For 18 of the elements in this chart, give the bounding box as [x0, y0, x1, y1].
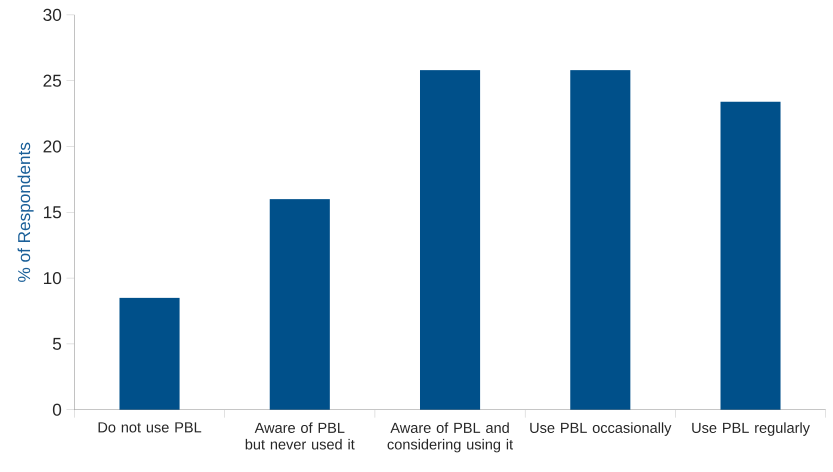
x-tick-label: Use PBL occasionally: [530, 422, 672, 436]
y-axis-title: % of Respondents: [18, 142, 34, 282]
y-tick-label: 30: [43, 8, 62, 21]
bar: [270, 199, 330, 410]
x-tick-label: Use PBL regularly: [692, 422, 810, 436]
bar: [720, 102, 781, 410]
x-tick-label: Do not use PBL: [98, 422, 202, 432]
bar: [420, 70, 480, 410]
x-tick-label: Aware of PBL but never used it: [246, 422, 355, 450]
y-tick-label: 25: [44, 74, 62, 87]
y-tick-label: 10: [44, 272, 62, 284]
bar: [119, 298, 180, 410]
y-tick-label: 20: [44, 140, 62, 152]
y-tick-label: 15: [44, 206, 62, 218]
y-tick-label: 5: [52, 338, 62, 350]
bar: [570, 70, 630, 410]
y-tick-label: 0: [52, 404, 62, 416]
x-tick-label: Aware of PBL and considering using it: [388, 422, 513, 452]
